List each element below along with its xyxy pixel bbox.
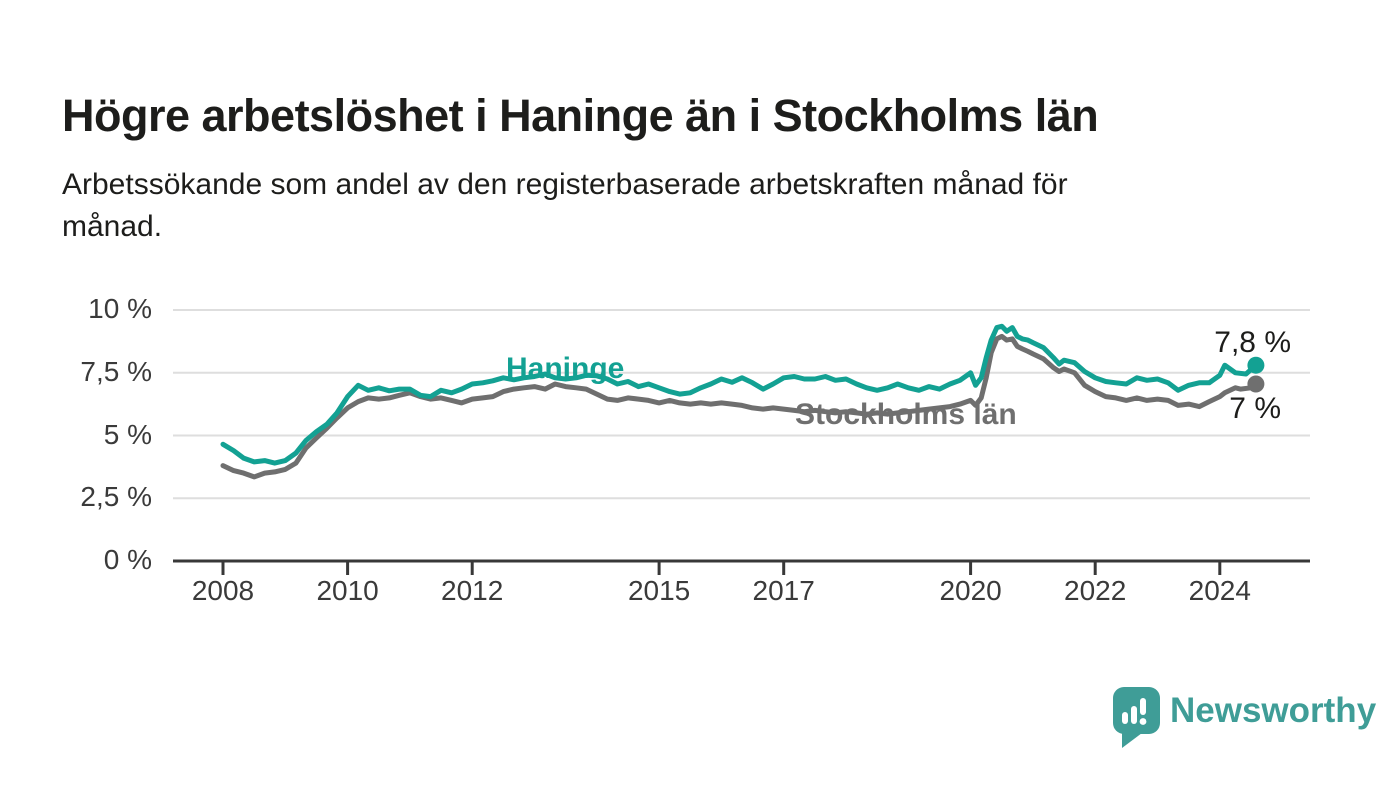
newsworthy-wordmark: Newsworthy <box>1170 691 1377 730</box>
end-value-label-stockholm: 7 % <box>1229 392 1281 425</box>
y-tick-label: 0 % <box>103 544 152 575</box>
x-tick-label: 2020 <box>939 575 1002 606</box>
y-tick-label: 10 % <box>88 293 152 324</box>
end-point-dot <box>1247 356 1265 374</box>
data-series-lines <box>220 323 1265 480</box>
x-axis-tick-marks <box>221 562 1222 575</box>
x-tick-label: 2015 <box>627 575 691 606</box>
end-point-dot <box>1247 375 1265 393</box>
page-title: Högre arbetslöshet i Haninge än i Stockh… <box>62 90 1099 142</box>
x-tick-label: 2024 <box>1188 575 1251 606</box>
series-label-stockholm: Stockholms län <box>795 398 1017 431</box>
line-stockholms-l-n <box>220 333 1259 480</box>
end-value-label-haninge: 7,8 % <box>1214 326 1291 359</box>
x-tick-label: 2017 <box>752 575 815 606</box>
x-tick-label: 2022 <box>1064 575 1127 606</box>
line-haninge <box>220 323 1259 466</box>
x-tick-label: 2010 <box>316 575 379 606</box>
chart-subtitle: Arbetssökande som andel av den registerb… <box>62 164 1302 248</box>
x-tick-label: 2008 <box>191 575 255 606</box>
y-tick-label: 5 % <box>103 418 152 450</box>
series-label-haninge: Haninge <box>506 352 625 385</box>
chart-subtitle-line-2: månad. <box>62 210 163 243</box>
chart-subtitle-line-1: Arbetssökande som andel av den registerb… <box>62 168 1068 201</box>
x-tick-label: 2012 <box>441 575 504 606</box>
y-tick-label: 2,5 % <box>80 481 152 513</box>
gridlines <box>173 309 1310 563</box>
newsworthy-logo-icon <box>1113 687 1160 748</box>
y-tick-label: 7,5 % <box>80 355 152 387</box>
